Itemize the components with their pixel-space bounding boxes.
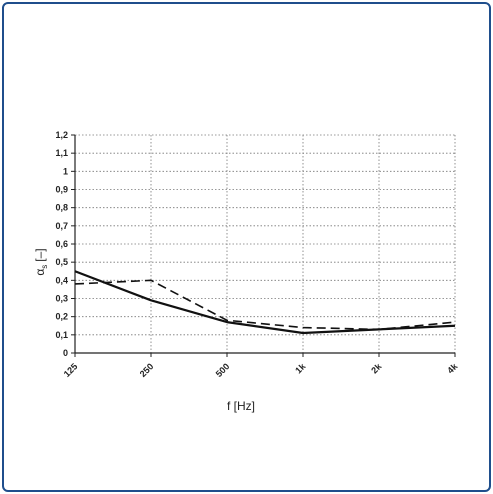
x-tick-label: 500: [214, 361, 232, 379]
y-tick-label: 0,2: [55, 312, 68, 322]
y-axis-label: αs [–]: [33, 248, 49, 275]
y-axis-subscript: s: [40, 265, 49, 269]
y-tick-label: 0,4: [55, 275, 68, 285]
y-tick-label: 0,7: [55, 221, 68, 231]
y-tick-labels: 0 0,1 0,2 0,3 0,4 0,5 0,6 0,7 0,8 0,9 1 1,1 1,2: [55, 130, 68, 358]
y-tick-label: 0: [63, 348, 68, 358]
series-lines: [74, 270, 456, 335]
y-tick-label: 0,9: [55, 185, 68, 195]
y-tick-label: 0,6: [55, 239, 68, 249]
y-axis-unit: [–]: [33, 248, 47, 261]
y-tick-label: 0,3: [55, 294, 68, 304]
y-tick-label: 0,8: [55, 203, 68, 213]
y-tick-label: 0,1: [55, 330, 68, 340]
series-line-dashed: [74, 279, 456, 331]
y-tick-label: 1,1: [55, 148, 68, 158]
x-tick-labels: 125 250 500 1k 2k 4k: [62, 361, 460, 379]
y-tick-label: 1: [63, 166, 68, 176]
x-axis-label: f [Hz]: [227, 399, 255, 413]
y-tick-label: 0,5: [55, 257, 68, 267]
x-tick-label: 125: [62, 361, 80, 379]
x-tick-label: 2k: [369, 361, 384, 376]
y-axis-symbol: α: [33, 269, 47, 276]
svg-text:αs[–]: αs [–]: [33, 248, 49, 275]
x-tick-label: 250: [138, 361, 156, 379]
grid-lines: [71, 134, 456, 357]
y-tick-label: 1,2: [55, 130, 68, 140]
x-tick-label: 4k: [445, 361, 460, 376]
x-tick-label: 1k: [293, 361, 308, 376]
